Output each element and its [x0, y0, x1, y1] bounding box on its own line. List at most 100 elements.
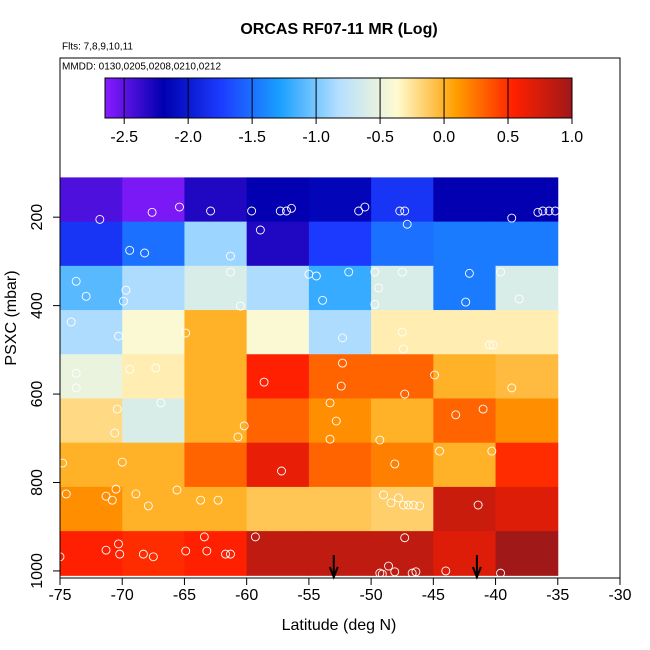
data-point: [287, 203, 296, 213]
data-point: [250, 532, 260, 542]
data-point: [81, 291, 91, 301]
data-point: [338, 358, 347, 368]
data-point: [407, 568, 417, 578]
heat-cell: [122, 221, 185, 267]
heat-cell: [184, 354, 248, 399]
data-point: [259, 377, 269, 387]
heat-cell: [60, 354, 123, 399]
data-point: [488, 340, 498, 350]
data-point: [147, 207, 157, 217]
data-point: [277, 466, 286, 476]
heat-cell: [246, 398, 310, 444]
data-point: [478, 404, 488, 414]
data-point: [370, 299, 380, 309]
data-point: [399, 500, 408, 510]
data-point: [131, 489, 141, 499]
data-point: [397, 267, 407, 277]
colorbar-tick-label: -0.5: [366, 129, 394, 146]
data-point: [71, 276, 81, 286]
data-point: [138, 549, 148, 559]
data-point: [397, 327, 407, 337]
data-point: [101, 491, 111, 501]
data-point: [107, 495, 117, 505]
heat-cell: [371, 398, 434, 444]
data-point: [239, 421, 249, 431]
data-point: [375, 435, 385, 445]
heat-cell: [122, 354, 185, 399]
heat-cell: [495, 310, 559, 355]
data-point: [111, 484, 121, 494]
data-point: [441, 566, 451, 576]
data-point: [507, 213, 517, 223]
data-point: [399, 344, 408, 354]
heat-cell: [60, 442, 123, 488]
data-point: [550, 206, 560, 216]
heat-cell: [60, 310, 123, 355]
heat-cell: [371, 310, 434, 355]
heat-cell: [122, 486, 185, 532]
heat-cell: [60, 265, 123, 311]
y-tick-label: 800: [29, 469, 46, 496]
data-point: [370, 267, 380, 277]
x-tick-label: -40: [484, 587, 507, 604]
heat-cell: [60, 531, 123, 576]
heat-cell: [184, 442, 248, 488]
data-point: [496, 267, 505, 277]
heat-cell: [122, 310, 185, 355]
arrow: [471, 555, 482, 580]
data-point: [415, 501, 425, 511]
data-point: [538, 206, 548, 216]
y-tick-label: 200: [29, 204, 46, 231]
colorbar-tick-label: -2.0: [174, 129, 202, 146]
heat-cell: [371, 442, 434, 488]
data-point: [360, 202, 370, 212]
y-tick-label: 600: [29, 381, 46, 408]
data-point: [226, 251, 235, 261]
data-point: [110, 428, 120, 438]
data-point: [247, 206, 257, 216]
data-point: [233, 432, 243, 442]
x-tick-label: -55: [297, 587, 320, 604]
data-point: [206, 206, 216, 216]
data-point: [196, 495, 206, 505]
heat-cell: [308, 221, 372, 267]
data-point: [331, 416, 341, 426]
data-point: [121, 285, 131, 295]
heat-cell: [433, 354, 497, 399]
data-point: [148, 552, 158, 562]
heat-cell: [308, 310, 372, 355]
heat-cell: [246, 354, 310, 399]
y-tick-label: 400: [29, 292, 46, 319]
data-point: [199, 532, 209, 542]
heat-cell: [495, 442, 559, 488]
data-point: [487, 446, 497, 456]
data-point: [143, 501, 153, 511]
x-axis-title: Latitude (deg N): [282, 617, 397, 634]
data-point: [384, 561, 393, 571]
heat-cell: [60, 177, 123, 223]
heat-cell: [371, 265, 434, 311]
data-point: [338, 333, 347, 343]
heat-cell: [433, 398, 497, 444]
data-point: [390, 567, 400, 577]
data-point: [112, 404, 122, 414]
heat-cell: [433, 486, 497, 532]
data-point: [226, 267, 235, 277]
heat-cell: [184, 310, 248, 355]
heat-cell: [246, 486, 310, 532]
data-point: [115, 549, 125, 559]
data-point: [386, 498, 396, 508]
data-point: [175, 202, 184, 212]
data-point: [325, 398, 335, 408]
data-point: [213, 495, 223, 505]
data-point: [235, 301, 245, 311]
x-tick-label: -45: [422, 587, 445, 604]
heat-cell: [433, 221, 497, 267]
data-point: [114, 331, 123, 341]
y-axis-title: PSXC (mbar): [3, 270, 20, 365]
heat-cell: [60, 221, 123, 267]
data-point: [411, 567, 421, 577]
data-point: [156, 398, 166, 408]
data-point: [484, 340, 494, 350]
